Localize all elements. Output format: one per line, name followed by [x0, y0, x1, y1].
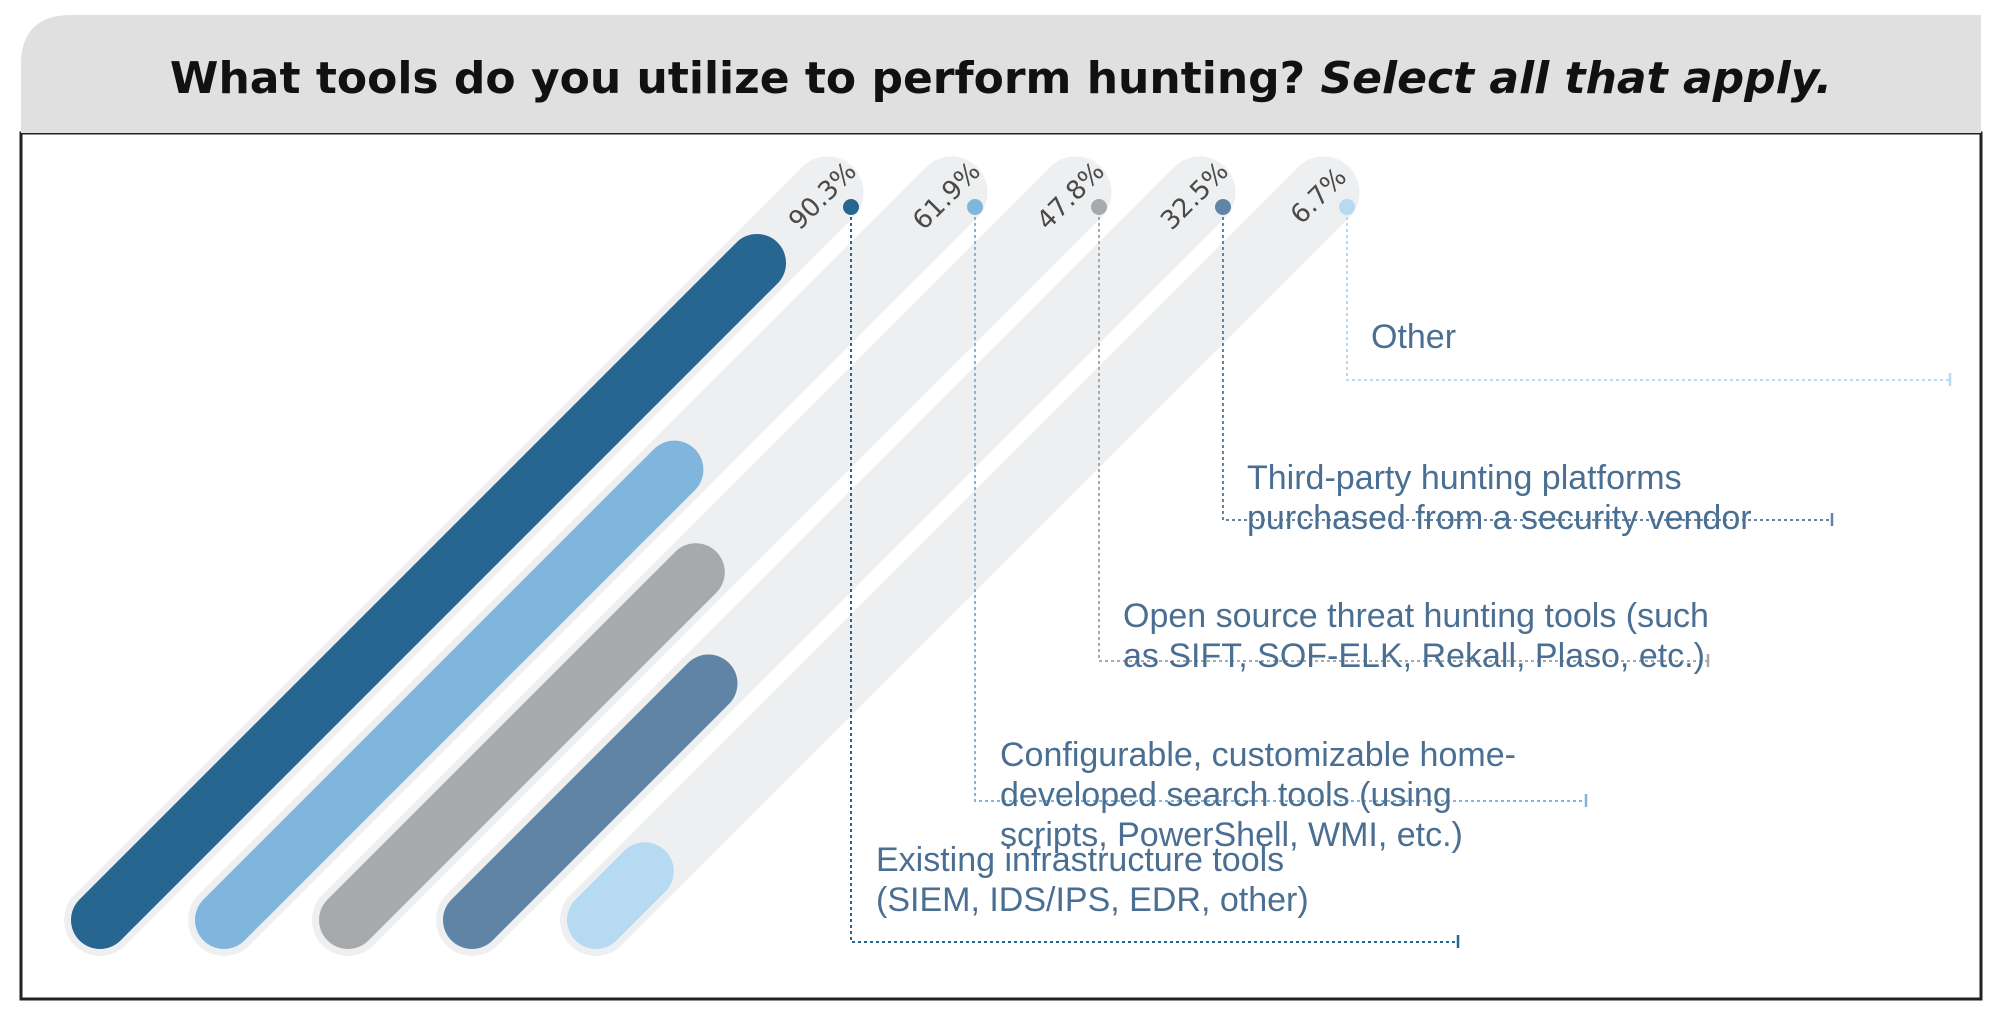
category-label-line: Existing infrastructure tools: [876, 841, 1284, 879]
category-label-line: Open source threat hunting tools (such: [1123, 597, 1709, 635]
category-label-line: Configurable, customizable home-: [1000, 736, 1516, 774]
title-main-text: What tools do you utilize to perform hun…: [170, 53, 1305, 104]
bar: [71, 233, 787, 949]
bar: [195, 440, 704, 949]
category-label: Other: [1371, 318, 1456, 356]
legend-marker: [1215, 199, 1231, 215]
category-label-line: as SIFT, SOF-ELK, Rekall, Plaso, etc.): [1123, 637, 1705, 675]
bar: [319, 543, 725, 949]
leader-line: [1098, 217, 1708, 662]
leader-line: [1346, 217, 1950, 381]
category-label-line: developed search tools (using: [1000, 776, 1452, 814]
leader-line: [974, 217, 1586, 802]
legend-marker: [967, 199, 983, 215]
chart-title: What tools do you utilize to perform hun…: [170, 53, 1832, 104]
bar-track: [560, 156, 1360, 956]
header-banner: [21, 15, 1981, 133]
plot-area: 90.3%Existing infrastructure tools (SIEM,…: [64, 156, 1952, 956]
bar: [443, 654, 738, 949]
legend-marker: [1091, 199, 1107, 215]
category-label-line: Other: [1371, 318, 1456, 356]
category-label: Configurable, customizable home-develope…: [1000, 736, 1516, 854]
leader-line: [850, 217, 1458, 943]
category-label: Existing infrastructure tools (SIEM, IDS/…: [876, 841, 1309, 919]
legend-marker: [843, 199, 859, 215]
title-emphasis-text: Select all that apply.: [1320, 53, 1832, 104]
legend-marker: [1339, 199, 1355, 215]
category-label: Open source threat hunting tools (such as…: [1123, 597, 1709, 675]
category-label-line: (SIEM, IDS/IPS, EDR, other): [876, 881, 1309, 919]
category-label: Third-party hunting platforms purchased f…: [1247, 459, 1752, 537]
category-label-line: purchased from a security vendor: [1247, 499, 1752, 537]
category-label-line: Third-party hunting platforms: [1247, 459, 1682, 497]
bar: [567, 842, 674, 949]
category-label-line: scripts, PowerShell, WMI, etc.): [1000, 816, 1463, 854]
leader-line: [1222, 217, 1832, 521]
